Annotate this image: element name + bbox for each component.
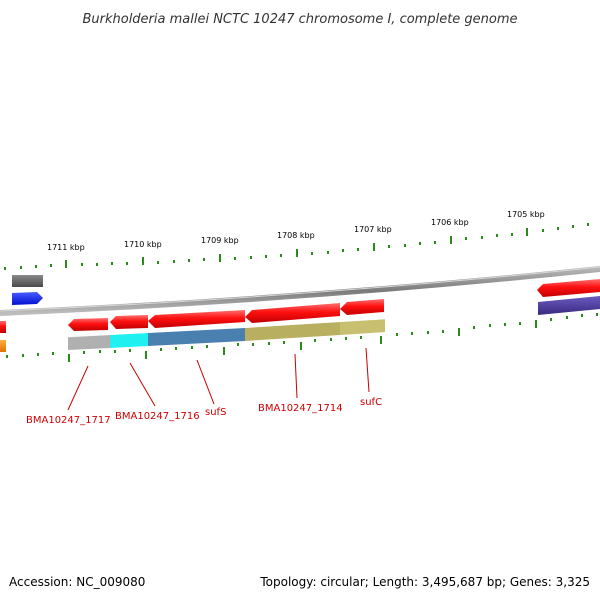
tick-label-1709: 1709 kbp	[201, 236, 239, 245]
red-feature-right[interactable]	[537, 279, 600, 297]
cds-arrow-1716[interactable]	[110, 315, 148, 329]
gene-label-bma10247-1717[interactable]: BMA10247_1717	[26, 415, 111, 426]
tick-label-1708: 1708 kbp	[277, 231, 315, 240]
topology-text: Topology: circular; Length: 3,495,687 bp…	[259, 575, 590, 589]
band-cyan[interactable]	[110, 333, 148, 348]
genome-backbone	[0, 266, 600, 316]
gene-leader-lines	[67, 347, 370, 411]
cds-arrow-sufS[interactable]	[148, 310, 245, 328]
gene-label-bma10247-1716[interactable]: BMA10247_1716	[115, 411, 200, 422]
tick-label-1711: 1711 kbp	[47, 243, 85, 252]
gray-feature-upper[interactable]	[12, 275, 43, 287]
scale-ticks-upper	[4, 223, 589, 270]
tick-label-1705: 1705 kbp	[507, 210, 545, 219]
orange-feature-clipped[interactable]	[0, 340, 6, 352]
cds-arrow-sufC[interactable]	[340, 299, 384, 315]
map-title: Burkholderia mallei NCTC 10247 chromosom…	[82, 12, 517, 27]
gene-label-sufc[interactable]: sufC	[360, 397, 382, 408]
gene-label-sufs[interactable]: sufS	[205, 407, 226, 418]
band-khaki[interactable]	[245, 322, 340, 341]
scale-ticks-lower	[6, 313, 598, 362]
band-lightgray[interactable]	[68, 335, 110, 350]
purple-feature-right[interactable]	[538, 296, 600, 315]
band-steelblue[interactable]	[148, 328, 245, 346]
blue-feature-arrow[interactable]	[12, 292, 43, 305]
gene-label-bma10247-1714[interactable]: BMA10247_1714	[258, 403, 343, 414]
tick-label-1706: 1706 kbp	[431, 218, 469, 227]
band-khaki-light[interactable]	[340, 319, 385, 335]
accession-text: Accession: NC_009080	[9, 575, 145, 589]
cds-arrow-1717[interactable]	[68, 318, 108, 331]
tick-label-1710: 1710 kbp	[124, 240, 162, 249]
red-feature-clipped[interactable]	[0, 321, 6, 333]
cds-arrow-1714[interactable]	[245, 303, 340, 323]
tick-label-1707: 1707 kbp	[354, 225, 392, 234]
